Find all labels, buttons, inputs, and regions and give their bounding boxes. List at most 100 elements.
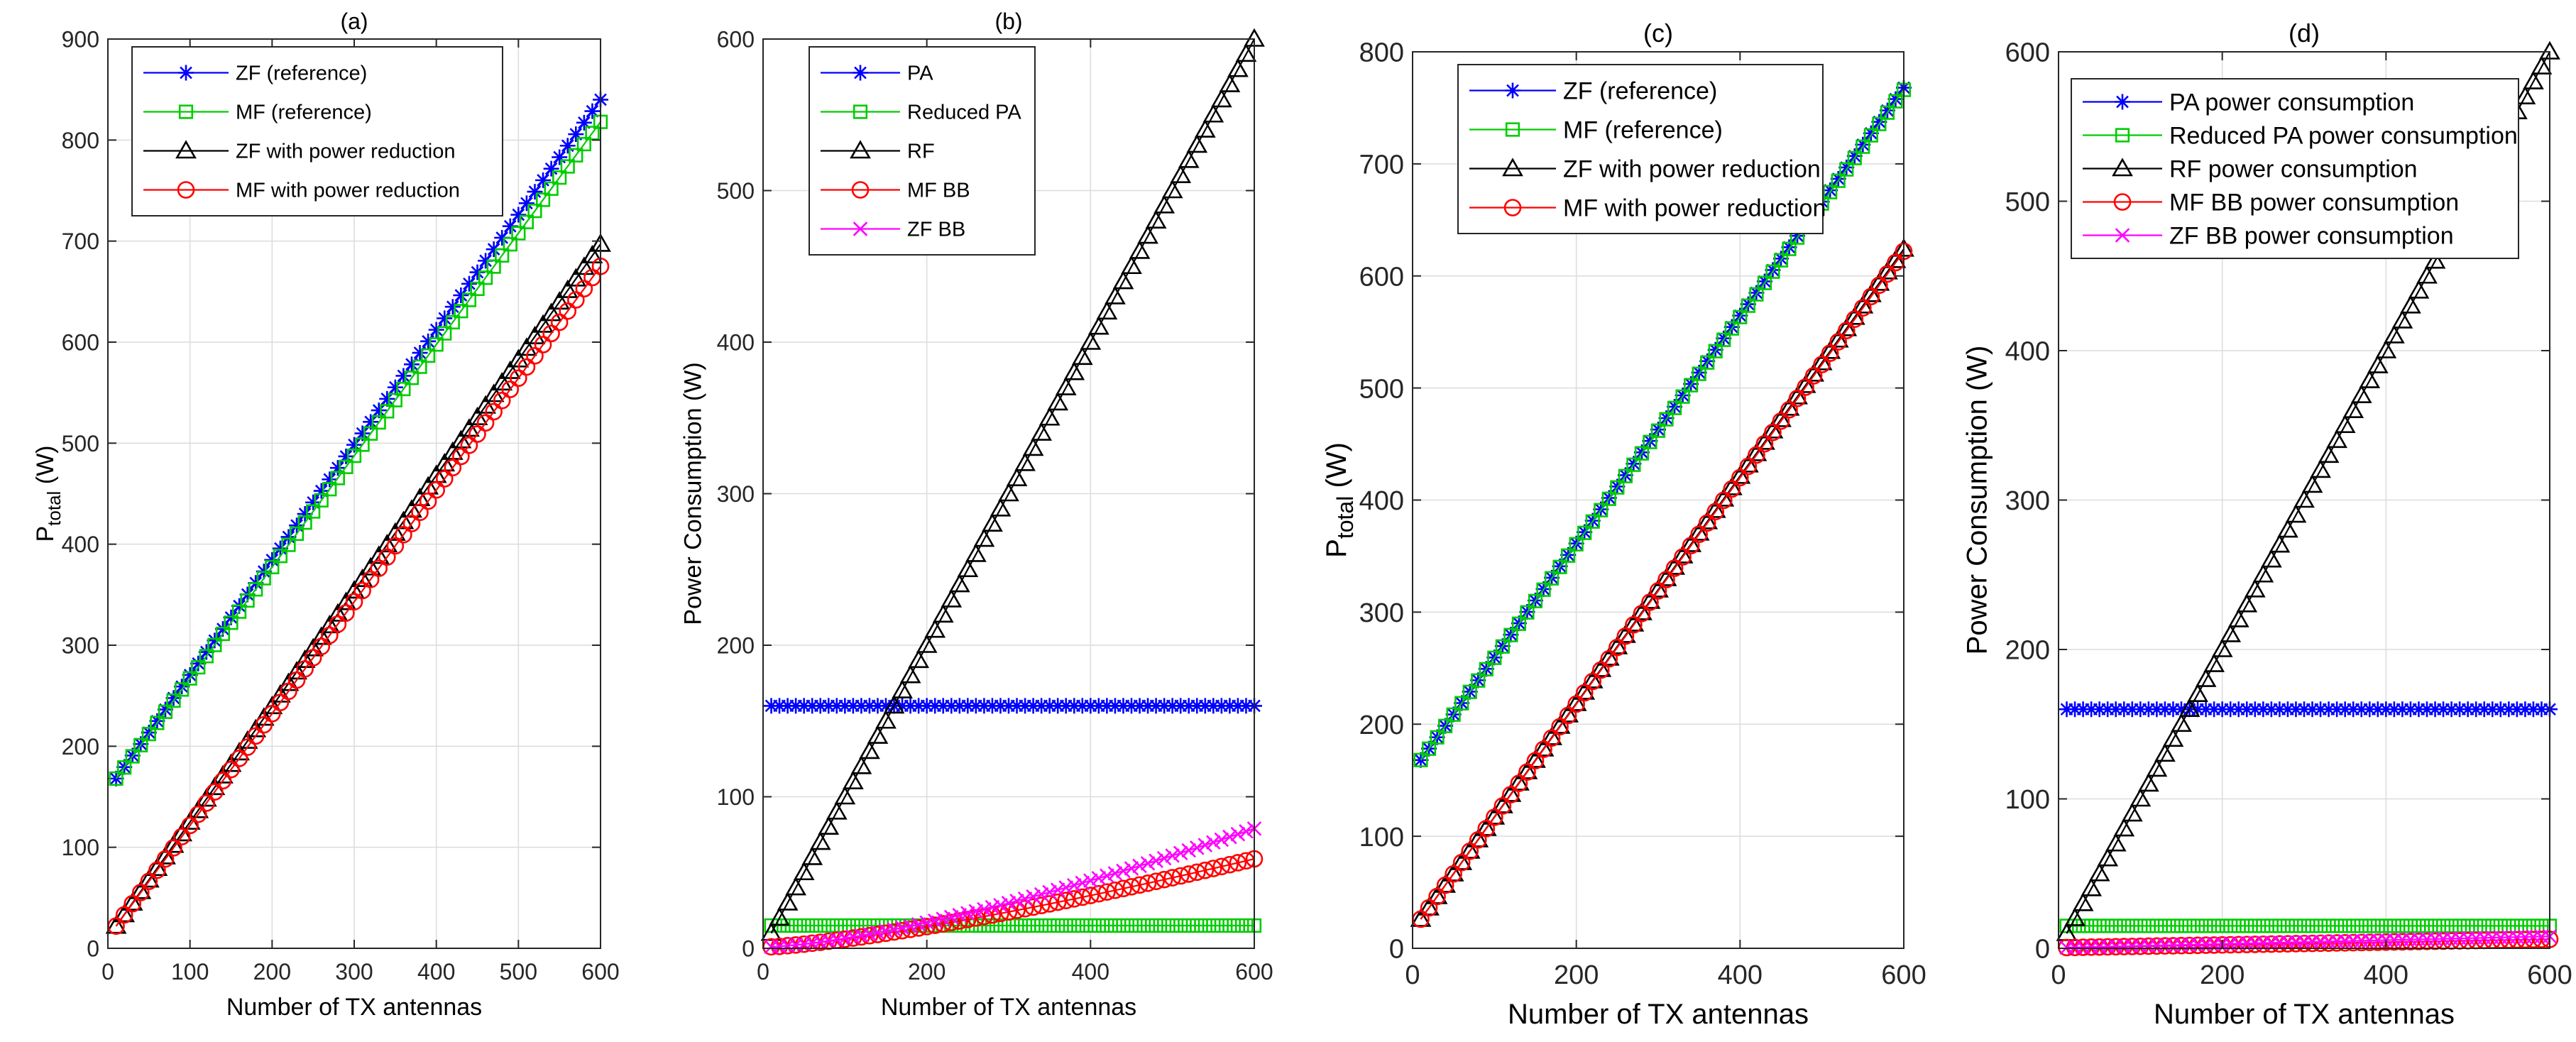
data-point — [445, 314, 460, 330]
data-point — [158, 704, 173, 719]
data-point — [1757, 275, 1772, 290]
data-point — [2088, 862, 2110, 882]
data-point — [772, 698, 788, 714]
data-point — [1058, 698, 1074, 714]
data-point — [932, 604, 954, 623]
data-point — [1112, 270, 1134, 290]
data-point — [114, 904, 136, 923]
data-point — [1716, 330, 1732, 346]
data-point — [2533, 701, 2550, 718]
data-point — [1748, 446, 1765, 464]
data-point — [1590, 658, 1612, 677]
data-point — [1186, 134, 1208, 153]
data-point — [568, 126, 584, 143]
data-point — [2531, 55, 2553, 75]
data-point — [302, 637, 324, 657]
data-point — [1852, 295, 1874, 314]
data-point — [2313, 701, 2329, 718]
data-point — [2059, 701, 2075, 718]
data-point — [1181, 918, 1196, 933]
data-point — [386, 537, 405, 555]
data-point — [899, 664, 921, 684]
data-point — [543, 160, 559, 177]
data-point — [2318, 444, 2340, 464]
data-point — [2386, 918, 2401, 933]
data-point — [1634, 446, 1650, 461]
data-point — [943, 698, 960, 714]
data-point — [396, 381, 411, 397]
data-point — [2402, 701, 2418, 718]
data-point — [1196, 861, 1215, 879]
data-point — [182, 667, 198, 683]
data-point — [1122, 877, 1141, 896]
data-point — [2280, 918, 2296, 933]
y-tick-label: 400 — [62, 532, 99, 557]
data-point — [1442, 862, 1464, 882]
data-point — [1063, 361, 1085, 380]
data-point — [1520, 605, 1535, 620]
data-point — [2383, 324, 2405, 344]
data-point — [821, 698, 837, 714]
data-point — [2125, 918, 2139, 933]
data-point — [951, 698, 968, 714]
data-point — [1541, 726, 1562, 745]
data-point — [2329, 701, 2345, 718]
y-tick-label: 300 — [2005, 486, 2050, 516]
data-point — [1073, 888, 1092, 906]
data-point — [2428, 918, 2443, 933]
data-point — [990, 498, 1012, 517]
data-point — [2264, 918, 2279, 933]
data-point — [1436, 876, 1454, 894]
data-point — [452, 447, 470, 466]
data-point — [1856, 139, 1870, 154]
data-point — [560, 159, 575, 174]
y-axis-label: Ptotal (W) — [32, 445, 65, 542]
data-point — [875, 710, 897, 729]
data-point — [1067, 918, 1082, 933]
data-point — [924, 619, 946, 638]
y-tick-label: 500 — [717, 178, 755, 204]
data-point — [2395, 918, 2410, 933]
data-point — [1804, 367, 1823, 385]
data-point — [960, 698, 976, 714]
data-point — [1116, 918, 1131, 933]
data-point — [470, 281, 485, 297]
data-point — [105, 915, 127, 934]
data-point — [1016, 899, 1034, 918]
x-tick-label: 200 — [2200, 960, 2245, 990]
data-point — [2362, 918, 2377, 933]
data-point — [511, 226, 526, 241]
data-point — [1124, 698, 1139, 714]
data-point — [1034, 698, 1050, 714]
data-point — [313, 483, 329, 499]
data-point — [1657, 571, 1675, 588]
data-point — [1238, 698, 1254, 714]
data-point — [1872, 116, 1887, 131]
data-point — [517, 358, 536, 376]
data-point — [585, 126, 600, 141]
data-point — [2424, 250, 2446, 269]
data-point — [263, 705, 281, 723]
data-point — [371, 415, 386, 430]
data-point — [1821, 344, 1839, 362]
data-point — [2444, 918, 2459, 933]
data-point — [486, 259, 501, 274]
data-point — [1741, 298, 1755, 313]
data-point — [2140, 701, 2156, 718]
data-point — [1749, 287, 1764, 302]
data-point — [175, 682, 190, 697]
data-point — [809, 831, 831, 850]
data-point — [1598, 647, 1620, 666]
data-point — [1222, 918, 1237, 933]
data-point — [1503, 627, 1518, 642]
data-point — [2320, 701, 2337, 718]
data-point — [281, 537, 296, 552]
data-point — [190, 655, 207, 671]
data-point — [1888, 94, 1903, 109]
data-point — [2149, 918, 2164, 933]
data-point — [2215, 918, 2230, 933]
data-point — [476, 414, 495, 432]
data-point — [1870, 276, 1888, 295]
data-point — [1650, 423, 1666, 438]
data-point — [280, 682, 297, 701]
